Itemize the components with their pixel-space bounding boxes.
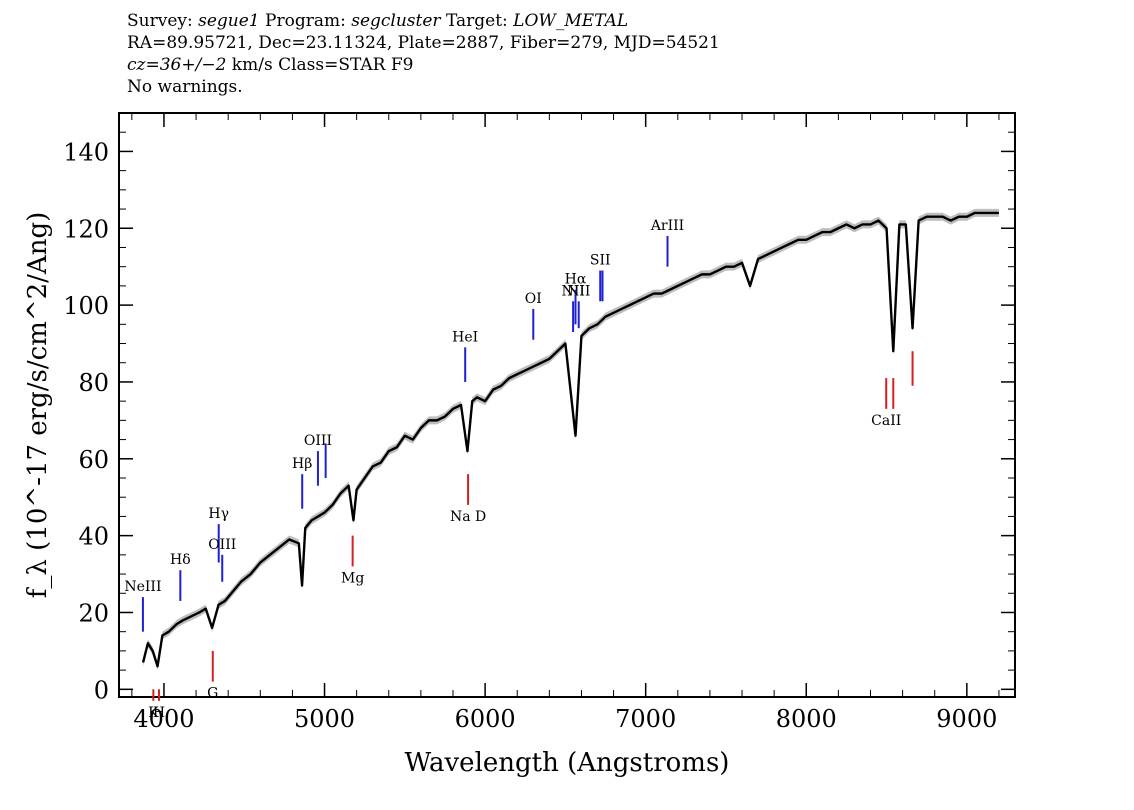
absorption-line-label: Mg <box>341 570 364 586</box>
absorption-line-label: H <box>153 705 165 721</box>
x-tick-label: 8000 <box>776 705 837 733</box>
emission-line-label: ArIII <box>650 218 684 234</box>
y-tick-label: 20 <box>78 599 109 627</box>
x-axis-title: Wavelength (Angstroms) <box>405 748 730 778</box>
y-tick-label: 140 <box>63 138 109 166</box>
emission-line-label: NII <box>567 283 590 299</box>
y-tick-label: 0 <box>94 676 109 704</box>
spectrum-header: Survey: segue1 Program: segcluster Targe… <box>127 10 720 98</box>
x-tick-label: 4000 <box>133 705 194 733</box>
y-axis-title: f_λ (10^-17 erg/s/cm^2/Ang) <box>23 212 53 598</box>
x-tick-label: 7000 <box>615 705 676 733</box>
header-line-redshift: cz=36+/−2 km/s Class=STAR F9 <box>127 54 720 76</box>
emission-line-label: NeIII <box>124 579 161 595</box>
spectrum-line <box>141 211 999 668</box>
header-line-survey: Survey: segue1 Program: segcluster Targe… <box>127 10 720 32</box>
target-value: LOW_METAL <box>513 11 629 31</box>
plot-frame <box>118 112 1016 698</box>
emission-line-label: Hα <box>565 272 587 288</box>
emission-line-label: Hβ <box>292 456 312 472</box>
class-text: km/s Class=STAR F9 <box>226 55 414 75</box>
header-line-coordinates: RA=89.95721, Dec=23.11324, Plate=2887, F… <box>127 33 720 53</box>
emission-line-label: OIII <box>208 537 236 553</box>
survey-label: Survey: <box>127 11 199 31</box>
y-tick-label: 120 <box>63 215 109 243</box>
emission-line-label: SII <box>590 253 611 269</box>
x-tick-label: 5000 <box>294 705 355 733</box>
emission-line-label: Hδ <box>170 552 191 568</box>
y-tick-label: 80 <box>78 369 109 397</box>
emission-line-label: Hγ <box>208 506 229 522</box>
emission-line-label: OIII <box>304 433 332 449</box>
y-tick-label: 40 <box>78 523 109 551</box>
program-label: Program: <box>259 11 352 31</box>
program-value: segcluster <box>351 11 441 31</box>
header-line-warnings: No warnings. <box>127 77 243 97</box>
absorption-line-label: Na D <box>450 509 486 525</box>
emission-line-label: NII <box>561 283 584 299</box>
emission-line-label: OI <box>525 291 542 307</box>
redshift-value: cz=36+/−2 <box>127 55 227 75</box>
absorption-line-label: G <box>207 686 218 702</box>
absorption-line-label: K <box>148 705 159 721</box>
x-tick-label: 9000 <box>936 705 997 733</box>
target-label: Target: <box>440 11 514 31</box>
absorption-line-label: CaII <box>871 413 901 429</box>
emission-line-label: HeI <box>452 329 478 345</box>
y-tick-label: 60 <box>78 446 109 474</box>
y-tick-label: 100 <box>63 292 109 320</box>
survey-value: segue1 <box>198 11 260 31</box>
x-tick-label: 6000 <box>455 705 516 733</box>
